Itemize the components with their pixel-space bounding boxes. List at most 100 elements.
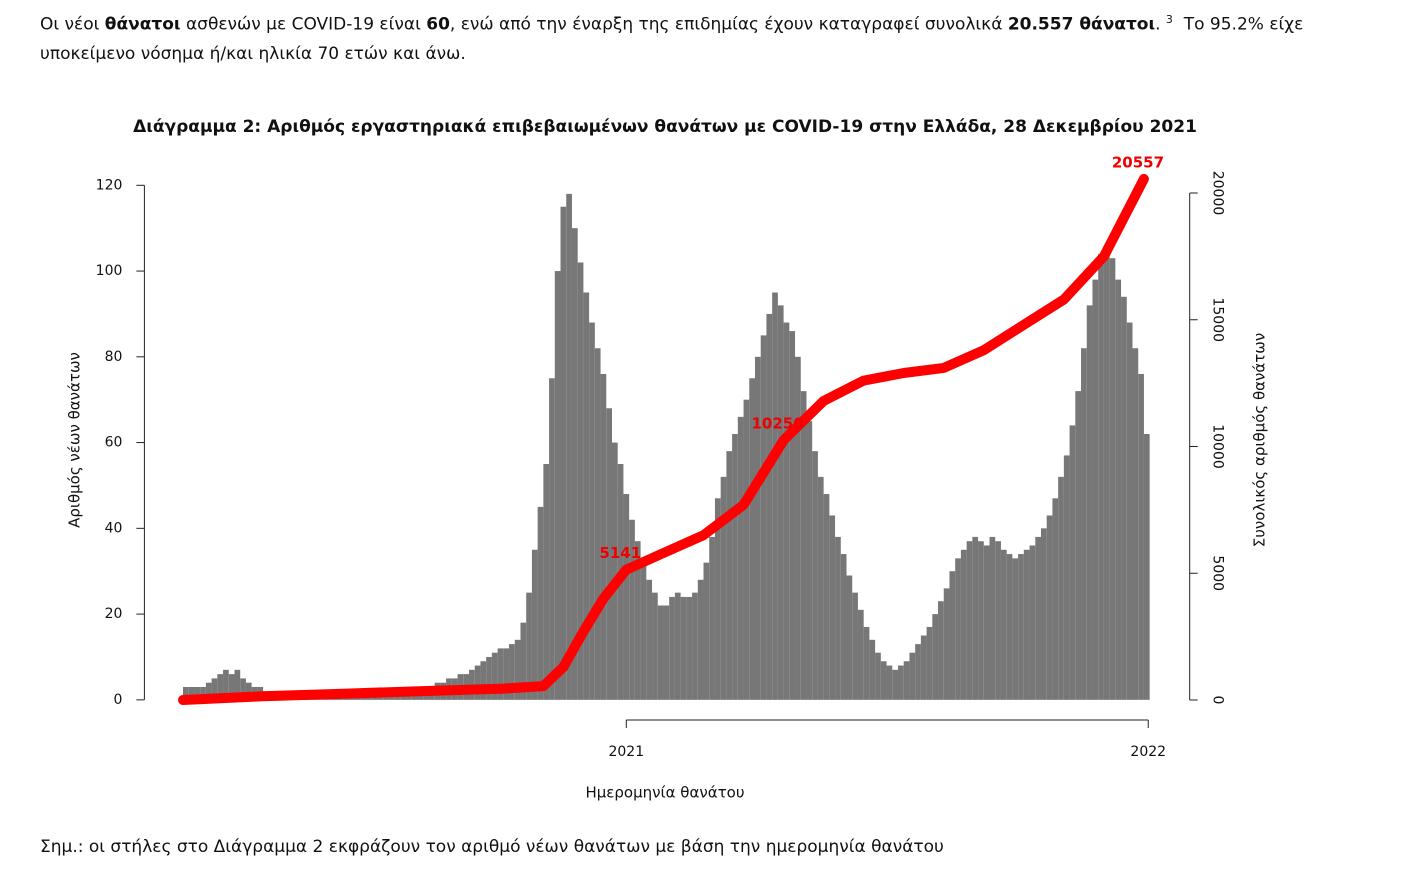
bar <box>571 228 578 700</box>
bar <box>388 695 395 700</box>
bar <box>1035 536 1041 700</box>
note: Σημ.: οι στήλες στο Διάγραμμα 2 εκφράζου… <box>40 837 944 857</box>
y2-tick-label: 15000 <box>1210 297 1226 342</box>
bar <box>880 661 887 700</box>
bar <box>526 592 532 700</box>
bar <box>1092 279 1099 700</box>
bar <box>377 695 384 700</box>
bar <box>1023 549 1030 700</box>
bar <box>749 378 755 700</box>
header-text: θάνατοι <box>104 14 181 35</box>
annotation: 10250 <box>751 415 803 433</box>
bar <box>188 686 195 700</box>
bar <box>183 686 189 700</box>
y2-tick-label: 0 <box>1210 696 1226 705</box>
bar <box>915 644 921 700</box>
y-tick-label: 60 <box>105 435 123 451</box>
bar <box>623 494 630 700</box>
bar <box>1046 515 1053 700</box>
annotation: 5141 <box>599 544 641 562</box>
header-text: ασθενών με COVID-19 είναι <box>180 14 427 35</box>
bar <box>1040 528 1047 700</box>
bar <box>1132 348 1139 700</box>
bar <box>1012 558 1019 700</box>
bar <box>966 541 973 700</box>
bar <box>926 626 933 700</box>
bar <box>892 669 898 700</box>
bar <box>669 596 675 700</box>
bar <box>634 541 641 700</box>
bar <box>1086 305 1093 700</box>
bar <box>686 596 693 700</box>
bar <box>480 661 487 700</box>
y-tick-label: 100 <box>96 263 123 279</box>
bar <box>709 536 715 700</box>
bar <box>903 661 910 700</box>
bar <box>657 605 664 700</box>
y-tick-label: 0 <box>113 692 122 708</box>
bar <box>234 669 241 700</box>
bar <box>777 305 784 700</box>
bar <box>823 494 830 700</box>
bar <box>812 451 818 700</box>
bar <box>835 536 841 700</box>
y2-tick-label: 20000 <box>1210 171 1226 216</box>
cumulative-line <box>178 173 1149 705</box>
bar <box>497 648 504 700</box>
bar <box>200 686 206 700</box>
bar <box>1103 245 1110 700</box>
y2-tick-label: 10000 <box>1210 424 1226 469</box>
bar <box>1109 258 1116 700</box>
bar <box>869 639 876 700</box>
bar <box>852 592 858 700</box>
bar <box>194 686 201 700</box>
bar <box>800 391 807 700</box>
bar <box>583 292 590 700</box>
bar <box>1069 425 1076 700</box>
bar <box>955 558 961 700</box>
header-text: Το 95.2% είχε υποκείμενο νόσημα ή/και ηλ… <box>40 14 1309 64</box>
bar <box>714 498 721 700</box>
bar <box>697 579 704 700</box>
x-axis-label: Ημερομηνία θανάτου <box>585 784 744 802</box>
header-paragraph: Οι νέοι θάνατοι ασθενών με COVID-19 είνα… <box>40 5 1340 69</box>
bar <box>240 678 246 700</box>
bar <box>514 639 521 700</box>
bar <box>554 271 561 700</box>
y-tick-label: 120 <box>96 177 123 193</box>
bar <box>795 356 801 700</box>
bar <box>503 648 510 700</box>
y2-tick-label: 5000 <box>1210 555 1226 591</box>
bar <box>737 416 744 700</box>
bar <box>663 605 670 700</box>
bar <box>600 373 607 700</box>
bar <box>692 592 698 700</box>
bar <box>938 601 944 700</box>
bar <box>932 614 939 700</box>
bar <box>491 652 498 700</box>
bar <box>720 476 727 700</box>
bar <box>543 464 550 700</box>
bar <box>486 656 492 700</box>
y-tick-label: 80 <box>105 349 123 365</box>
bar <box>743 399 750 700</box>
bar <box>983 545 990 700</box>
bar <box>371 695 378 700</box>
header-text: . <box>1155 14 1166 35</box>
bar <box>1115 279 1122 700</box>
bar <box>772 292 778 700</box>
bar <box>732 433 738 700</box>
bar <box>840 554 847 700</box>
bar <box>217 674 224 700</box>
header-text: 3 <box>1165 13 1173 26</box>
bar <box>726 451 733 700</box>
y2-axis-label: Συνολικός αριθμός θανάτων <box>1251 333 1269 548</box>
bar <box>577 262 584 700</box>
bar <box>1121 296 1127 700</box>
bar <box>760 335 767 700</box>
x-tick-label: 2021 <box>608 744 644 760</box>
bar <box>829 515 836 700</box>
bar <box>611 442 618 700</box>
bar <box>754 356 761 700</box>
